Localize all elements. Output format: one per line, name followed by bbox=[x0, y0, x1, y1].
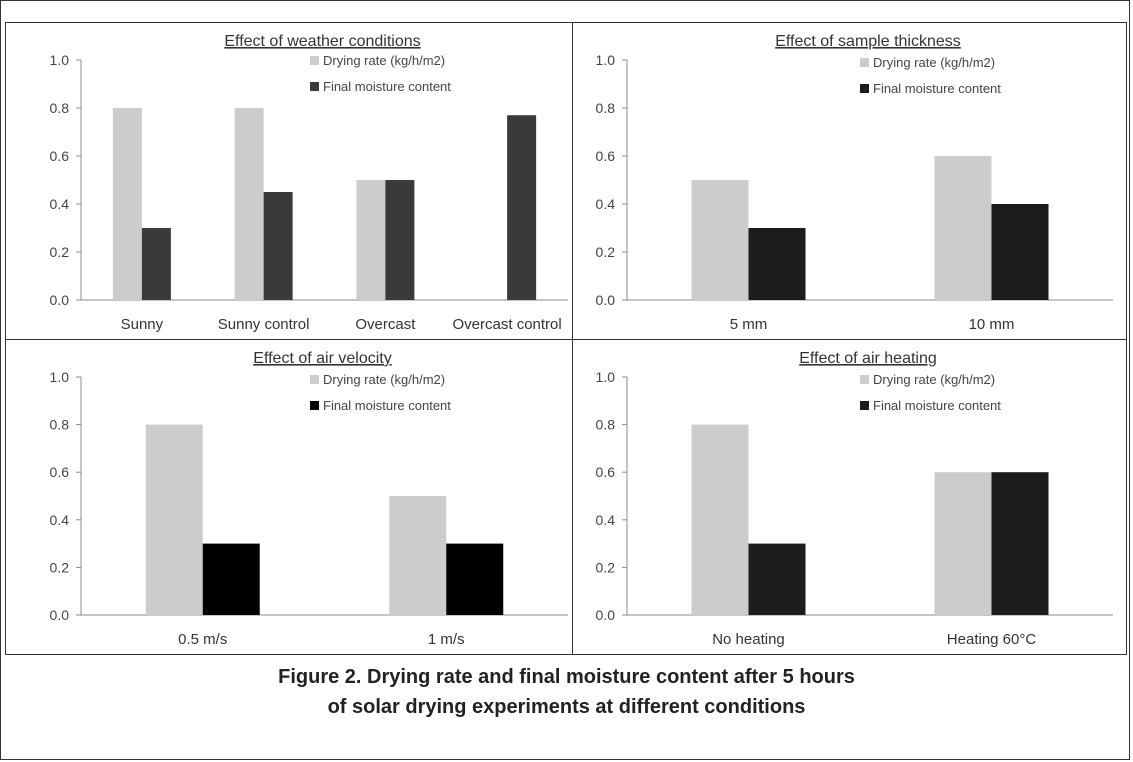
bar-drying-rate bbox=[934, 156, 992, 300]
legend-swatch bbox=[860, 375, 869, 384]
y-tick-label: 0.0 bbox=[596, 292, 616, 308]
y-tick-label: 0.2 bbox=[596, 559, 616, 575]
bar-drying-rate bbox=[934, 472, 992, 615]
legend-swatch bbox=[860, 58, 869, 67]
legend-label: Drying rate (kg/h/m2) bbox=[873, 55, 995, 70]
y-tick-label: 1.0 bbox=[596, 52, 616, 68]
figure-caption: Figure 2. Drying rate and final moisture… bbox=[0, 662, 1133, 722]
chart-svg: Effect of air velocity 0.0 0.2 0.4 0.6 0.8 1.0… bbox=[50, 350, 568, 648]
y-tick-label: 0.2 bbox=[50, 559, 70, 575]
bar-final-moisture bbox=[141, 228, 171, 300]
y-tick-label: 0.0 bbox=[50, 607, 70, 623]
bar-final-moisture bbox=[446, 543, 504, 615]
legend-label: Drying rate (kg/h/m2) bbox=[323, 372, 445, 387]
chart-svg: Effect of weather conditions 0.0 0.2 0.4 0.6… bbox=[50, 33, 568, 333]
x-category-label: 5 mm bbox=[730, 316, 768, 333]
x-category-label: Sunny bbox=[121, 316, 164, 333]
chart-title: Effect of air heating bbox=[799, 350, 937, 367]
y-tick-label: 0.2 bbox=[596, 244, 616, 260]
x-category-label: No heating bbox=[712, 631, 785, 648]
bar-final-moisture bbox=[263, 192, 293, 300]
legend-swatch bbox=[310, 401, 319, 410]
chart-title: Effect of air velocity bbox=[253, 350, 391, 367]
x-category-label: 10 mm bbox=[969, 316, 1015, 333]
legend-swatch bbox=[860, 401, 869, 410]
bar-final-moisture bbox=[202, 543, 260, 615]
bar-final-moisture bbox=[748, 543, 806, 615]
legend-label: Final moisture content bbox=[323, 398, 451, 413]
legend-swatch bbox=[310, 56, 319, 65]
bar-final-moisture bbox=[385, 180, 415, 300]
x-category-label: 0.5 m/s bbox=[178, 631, 227, 648]
legend-swatch bbox=[860, 84, 869, 93]
bar-drying-rate bbox=[691, 180, 749, 300]
y-tick-label: 0.8 bbox=[596, 100, 616, 116]
x-category-label: Overcast control bbox=[453, 316, 562, 333]
y-tick-label: 0.6 bbox=[596, 148, 616, 164]
bar-drying-rate bbox=[145, 424, 203, 615]
y-tick-label: 0.4 bbox=[50, 196, 70, 212]
legend-swatch bbox=[310, 375, 319, 384]
legend-label: Final moisture content bbox=[873, 81, 1001, 96]
x-category-label: 1 m/s bbox=[428, 631, 465, 648]
y-tick-label: 0.0 bbox=[50, 292, 70, 308]
y-tick-label: 1.0 bbox=[50, 369, 70, 385]
y-tick-label: 0.2 bbox=[50, 244, 70, 260]
legend-label: Drying rate (kg/h/m2) bbox=[323, 53, 445, 68]
chart-svg: Effect of air heating 0.0 0.2 0.4 0.6 0.8 1.0 N… bbox=[596, 350, 1113, 648]
y-tick-label: 0.8 bbox=[50, 100, 70, 116]
chart-panel-weather-conditions: Effect of weather conditions 0.0 0.2 0.4 0.6… bbox=[5, 22, 573, 340]
y-tick-label: 0.8 bbox=[50, 417, 70, 433]
bar-final-moisture bbox=[991, 472, 1049, 615]
chart-svg: Effect of sample thickness 0.0 0.2 0.4 0.6 0.… bbox=[596, 33, 1113, 333]
chart-title: Effect of sample thickness bbox=[775, 33, 961, 50]
chart-panel-air-velocity: Effect of air velocity 0.0 0.2 0.4 0.6 0.8 1.0… bbox=[5, 339, 573, 655]
legend-label: Final moisture content bbox=[873, 398, 1001, 413]
x-category-label: Overcast bbox=[355, 316, 416, 333]
x-category-label: Sunny control bbox=[218, 316, 310, 333]
bar-drying-rate bbox=[234, 108, 264, 300]
legend-label: Final moisture content bbox=[323, 79, 451, 94]
bar-drying-rate bbox=[112, 108, 142, 300]
chart-title: Effect of weather conditions bbox=[224, 33, 420, 50]
legend-label: Drying rate (kg/h/m2) bbox=[873, 372, 995, 387]
chart-panel-air-heating: Effect of air heating 0.0 0.2 0.4 0.6 0.8 1.0 N… bbox=[572, 339, 1127, 655]
bar-final-moisture bbox=[748, 228, 806, 300]
y-tick-label: 0.4 bbox=[50, 512, 70, 528]
x-category-label: Heating 60°C bbox=[947, 631, 1037, 648]
y-tick-label: 0.6 bbox=[50, 148, 70, 164]
y-tick-label: 0.4 bbox=[596, 512, 616, 528]
y-tick-label: 1.0 bbox=[596, 369, 616, 385]
bar-drying-rate bbox=[356, 180, 386, 300]
bar-drying-rate bbox=[691, 424, 749, 615]
y-tick-label: 0.0 bbox=[596, 607, 616, 623]
chart-panel-sample-thickness: Effect of sample thickness 0.0 0.2 0.4 0.6 0.… bbox=[572, 22, 1127, 340]
figure-caption-line-2: of solar drying experiments at different… bbox=[327, 696, 806, 718]
y-tick-label: 0.4 bbox=[596, 196, 616, 212]
legend-swatch bbox=[310, 82, 319, 91]
bar-final-moisture bbox=[507, 115, 537, 300]
y-tick-label: 0.8 bbox=[596, 417, 616, 433]
y-tick-label: 1.0 bbox=[50, 52, 70, 68]
figure-caption-line-1: Figure 2. Drying rate and final moisture… bbox=[278, 666, 855, 688]
bar-drying-rate bbox=[389, 496, 447, 615]
y-tick-label: 0.6 bbox=[50, 464, 70, 480]
bar-final-moisture bbox=[991, 204, 1049, 300]
y-tick-label: 0.6 bbox=[596, 464, 616, 480]
